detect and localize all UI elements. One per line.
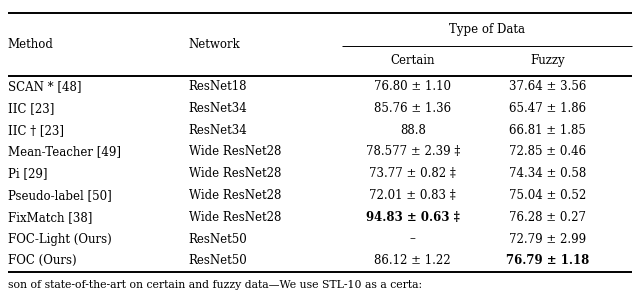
Text: Wide ResNet28: Wide ResNet28 <box>189 146 281 159</box>
Text: ResNet34: ResNet34 <box>189 102 248 115</box>
Text: FixMatch [38]: FixMatch [38] <box>8 211 92 224</box>
Text: 78.577 ± 2.39 ‡: 78.577 ± 2.39 ‡ <box>365 146 460 159</box>
Text: Mean-Teacher [49]: Mean-Teacher [49] <box>8 146 121 159</box>
Text: ResNet34: ResNet34 <box>189 124 248 137</box>
Text: Wide ResNet28: Wide ResNet28 <box>189 167 281 180</box>
Text: Method: Method <box>8 38 54 51</box>
Text: 66.81 ± 1.85: 66.81 ± 1.85 <box>509 124 586 137</box>
Text: Pi [29]: Pi [29] <box>8 167 47 180</box>
Text: Wide ResNet28: Wide ResNet28 <box>189 211 281 224</box>
Text: –: – <box>410 233 416 246</box>
Text: Fuzzy: Fuzzy <box>530 54 564 67</box>
Text: FOC-Light (Ours): FOC-Light (Ours) <box>8 233 111 246</box>
Text: 73.77 ± 0.82 ‡: 73.77 ± 0.82 ‡ <box>369 167 456 180</box>
Text: Wide ResNet28: Wide ResNet28 <box>189 189 281 202</box>
Text: 94.83 ± 0.63 ‡: 94.83 ± 0.63 ‡ <box>366 211 460 224</box>
Text: 37.64 ± 3.56: 37.64 ± 3.56 <box>509 80 586 93</box>
Text: 85.76 ± 1.36: 85.76 ± 1.36 <box>374 102 451 115</box>
Text: 72.79 ± 2.99: 72.79 ± 2.99 <box>509 233 586 246</box>
Text: son of state-of-the-art on certain and fuzzy data—We use STL-10 as a certa:: son of state-of-the-art on certain and f… <box>8 279 422 290</box>
Text: ResNet50: ResNet50 <box>189 254 248 267</box>
Text: Network: Network <box>189 38 241 51</box>
Text: 76.79 ± 1.18: 76.79 ± 1.18 <box>506 254 589 267</box>
Text: 86.12 ± 1.22: 86.12 ± 1.22 <box>374 254 451 267</box>
Text: FOC (Ours): FOC (Ours) <box>8 254 76 267</box>
Text: IIC [23]: IIC [23] <box>8 102 54 115</box>
Text: ResNet50: ResNet50 <box>189 233 248 246</box>
Text: Certain: Certain <box>390 54 435 67</box>
Text: Type of Data: Type of Data <box>449 23 525 36</box>
Text: 74.34 ± 0.58: 74.34 ± 0.58 <box>509 167 586 180</box>
Text: 72.85 ± 0.46: 72.85 ± 0.46 <box>509 146 586 159</box>
Text: 76.80 ± 1.10: 76.80 ± 1.10 <box>374 80 451 93</box>
Text: 75.04 ± 0.52: 75.04 ± 0.52 <box>509 189 586 202</box>
Text: 76.28 ± 0.27: 76.28 ± 0.27 <box>509 211 586 224</box>
Text: IIC † [23]: IIC † [23] <box>8 124 64 137</box>
Text: Pseudo-label [50]: Pseudo-label [50] <box>8 189 111 202</box>
Text: 72.01 ± 0.83 ‡: 72.01 ± 0.83 ‡ <box>369 189 456 202</box>
Text: 65.47 ± 1.86: 65.47 ± 1.86 <box>509 102 586 115</box>
Text: 88.8: 88.8 <box>400 124 426 137</box>
Text: ResNet18: ResNet18 <box>189 80 247 93</box>
Text: SCAN * [48]: SCAN * [48] <box>8 80 81 93</box>
